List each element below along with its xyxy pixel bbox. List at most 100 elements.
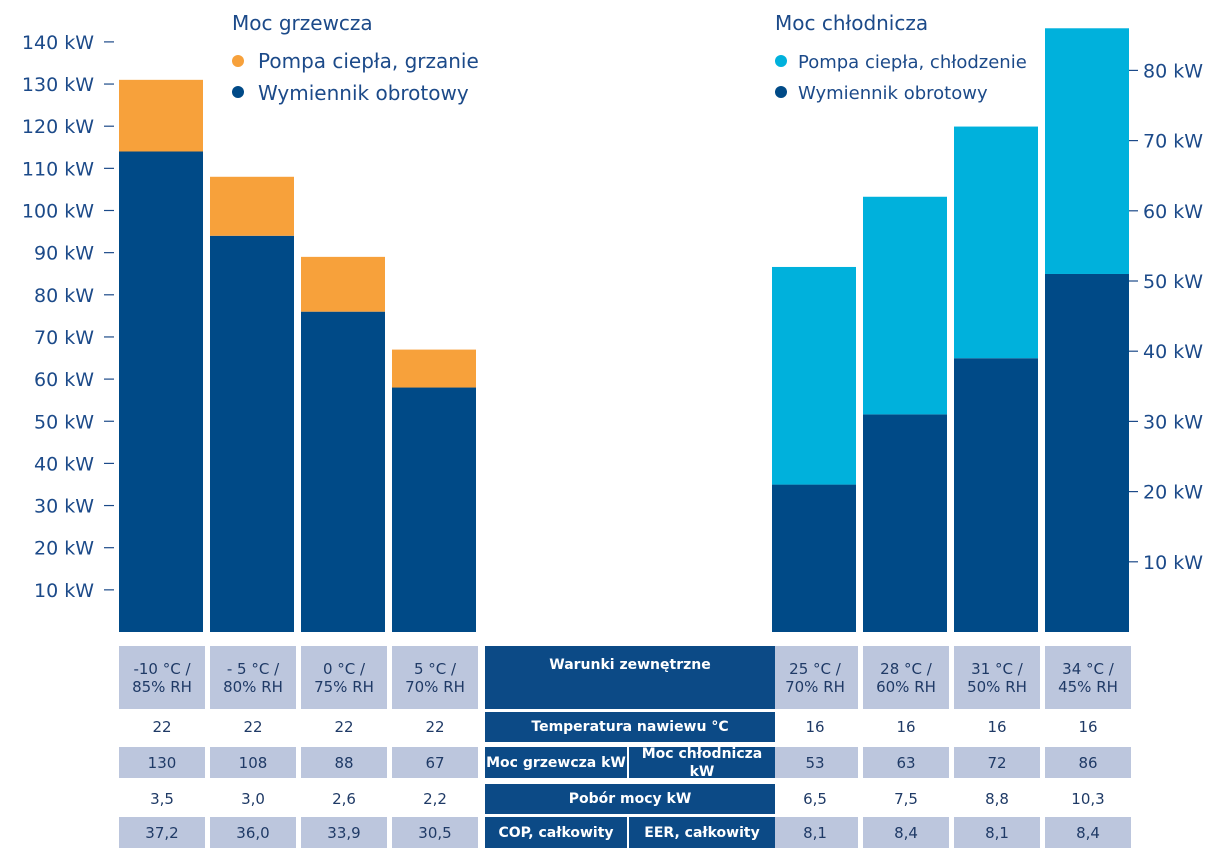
- right-tick-label: 50 kW: [1143, 271, 1203, 293]
- bars-layer: [119, 28, 1129, 633]
- heating-bar-heatpump-3: [301, 256, 385, 312]
- left-tick-label: 20 kW: [34, 538, 94, 560]
- left-tick-label: 10 kW: [34, 580, 94, 602]
- table-row-header: Temperatura nawiewu °C: [485, 712, 775, 742]
- table-cell: 86: [1045, 747, 1131, 778]
- table-cell: 2,6: [332, 790, 356, 808]
- right-y-axis: 10 kW 20 kW 30 kW 40 kW 50 kW 60 kW 70 kW 80 kW: [1128, 60, 1203, 574]
- cooling-bar-heatpump-3: [954, 126, 1038, 359]
- cooling-bar-heatpump-4: [1045, 28, 1129, 274]
- heating-bar-rotary-1: [119, 151, 203, 633]
- cooling-bar-rotary-4: [1045, 273, 1129, 632]
- legend-swatch-heatpump-cooling: [775, 55, 787, 67]
- legend-heating-title: Moc grzewcza: [232, 11, 373, 35]
- table-row-header: Moc chłodnicza kW: [629, 746, 775, 780]
- table-cell: 22: [425, 718, 445, 736]
- table-cell: 2,2: [423, 790, 447, 808]
- right-tick-label: 10 kW: [1143, 552, 1203, 574]
- table-row-header: EER, całkowity: [629, 817, 775, 848]
- legend-label-heatpump-cooling: Pompa ciepła, chłodzenie: [798, 52, 1027, 73]
- cooling-bar-rotary-1: [772, 484, 856, 632]
- table-cell: 7,5: [894, 790, 918, 808]
- legend-heating: Moc grzewcza Pompa ciepła, grzanie Wymie…: [232, 11, 479, 105]
- table-cell: 16: [805, 718, 825, 736]
- table-cell: 22: [152, 718, 172, 736]
- table-row-header: Warunki zewnętrzne: [485, 646, 775, 709]
- legend-cooling-title: Moc chłodnicza: [775, 11, 928, 35]
- table-cell: 28 °C / 60% RH: [863, 646, 949, 709]
- table-cell: 6,5: [803, 790, 827, 808]
- table-cell: 63: [863, 747, 949, 778]
- table-cell: 22: [243, 718, 263, 736]
- table-cell: 16: [1078, 718, 1098, 736]
- heating-bar-heatpump-1: [119, 79, 203, 152]
- table-cell: 34 °C / 45% RH: [1045, 646, 1131, 709]
- cooling-bar-heatpump-1: [772, 266, 856, 485]
- table-row-header: Pobór mocy kW: [485, 784, 775, 814]
- table-cell: 67: [392, 747, 478, 778]
- left-tick-label: 130 kW: [22, 74, 94, 96]
- left-tick-label: 40 kW: [34, 453, 94, 475]
- table-cell: 10,3: [1071, 790, 1105, 808]
- legend-label-rotary-cooling: Wymiennik obrotowy: [798, 83, 988, 104]
- table-cell: 16: [987, 718, 1007, 736]
- heating-bar-rotary-2: [210, 235, 294, 633]
- left-tick-label: 140 kW: [22, 32, 94, 54]
- table-cell: 8,4: [1045, 817, 1131, 848]
- legend-label-heatpump-heating: Pompa ciepła, grzanie: [258, 49, 479, 73]
- legend-swatch-rotary-cooling: [775, 86, 787, 98]
- heating-bar-rotary-3: [301, 311, 385, 632]
- heating-bar-heatpump-2: [210, 176, 294, 236]
- left-tick-label: 30 kW: [34, 496, 94, 518]
- table-cell: 8,4: [863, 817, 949, 848]
- table-cell: 3,0: [241, 790, 265, 808]
- right-tick-label: 30 kW: [1143, 411, 1203, 433]
- table-cell: 16: [896, 718, 916, 736]
- table-cell: 30,5: [392, 817, 478, 848]
- right-tick-label: 40 kW: [1143, 341, 1203, 363]
- table-cell: 8,1: [954, 817, 1040, 848]
- table-cell: 22: [334, 718, 354, 736]
- table-cell: 3,5: [150, 790, 174, 808]
- table-cell: 0 °C / 75% RH: [301, 646, 387, 709]
- left-tick-label: 90 kW: [34, 243, 94, 265]
- table-cell: 37,2: [119, 817, 205, 848]
- legend-label-rotary-heating: Wymiennik obrotowy: [258, 81, 469, 105]
- cooling-bar-rotary-2: [863, 414, 947, 632]
- power-chart: 10 kW 20 kW 30 kW 40 kW 50 kW 60 kW 70 kW 80 kW…: [22, 11, 1203, 633]
- table-cell: 72: [954, 747, 1040, 778]
- table-cell: 36,0: [210, 817, 296, 848]
- left-tick-label: 60 kW: [34, 369, 94, 391]
- left-tick-label: 80 kW: [34, 285, 94, 307]
- table-cell: 8,1: [772, 817, 858, 848]
- left-tick-label: 110 kW: [22, 158, 94, 180]
- heating-bar-heatpump-4: [392, 349, 476, 388]
- table-cell: 53: [772, 747, 858, 778]
- legend-swatch-rotary-heating: [232, 86, 244, 98]
- right-tick-label: 20 kW: [1143, 482, 1203, 504]
- right-tick-label: 80 kW: [1143, 60, 1203, 82]
- table-row-header: Moc grzewcza kW: [485, 747, 627, 778]
- table-cell: 88: [301, 747, 387, 778]
- table-cell: -10 °C / 85% RH: [119, 646, 205, 709]
- table-row-header: COP, całkowity: [485, 817, 627, 848]
- table-cell: 33,9: [301, 817, 387, 848]
- left-tick-label: 100 kW: [22, 201, 94, 223]
- legend-cooling: Moc chłodnicza Pompa ciepła, chłodzenie …: [775, 11, 1027, 104]
- left-tick-label: 50 kW: [34, 411, 94, 433]
- table-cell: 130: [119, 747, 205, 778]
- table-cell: - 5 °C / 80% RH: [210, 646, 296, 709]
- left-tick-label: 70 kW: [34, 327, 94, 349]
- legend-swatch-heatpump-heating: [232, 55, 244, 67]
- table-cell: 5 °C / 70% RH: [392, 646, 478, 709]
- heating-bar-rotary-4: [392, 387, 476, 632]
- right-tick-label: 60 kW: [1143, 201, 1203, 223]
- right-tick-label: 70 kW: [1143, 131, 1203, 153]
- table-cell: 25 °C / 70% RH: [772, 646, 858, 709]
- table-cell: 8,8: [985, 790, 1009, 808]
- table-cell: 108: [210, 747, 296, 778]
- cooling-bar-heatpump-2: [863, 196, 947, 415]
- cooling-bar-rotary-3: [954, 358, 1038, 632]
- left-y-axis: 10 kW 20 kW 30 kW 40 kW 50 kW 60 kW 70 kW 80 kW…: [22, 32, 114, 602]
- left-tick-label: 120 kW: [22, 116, 94, 138]
